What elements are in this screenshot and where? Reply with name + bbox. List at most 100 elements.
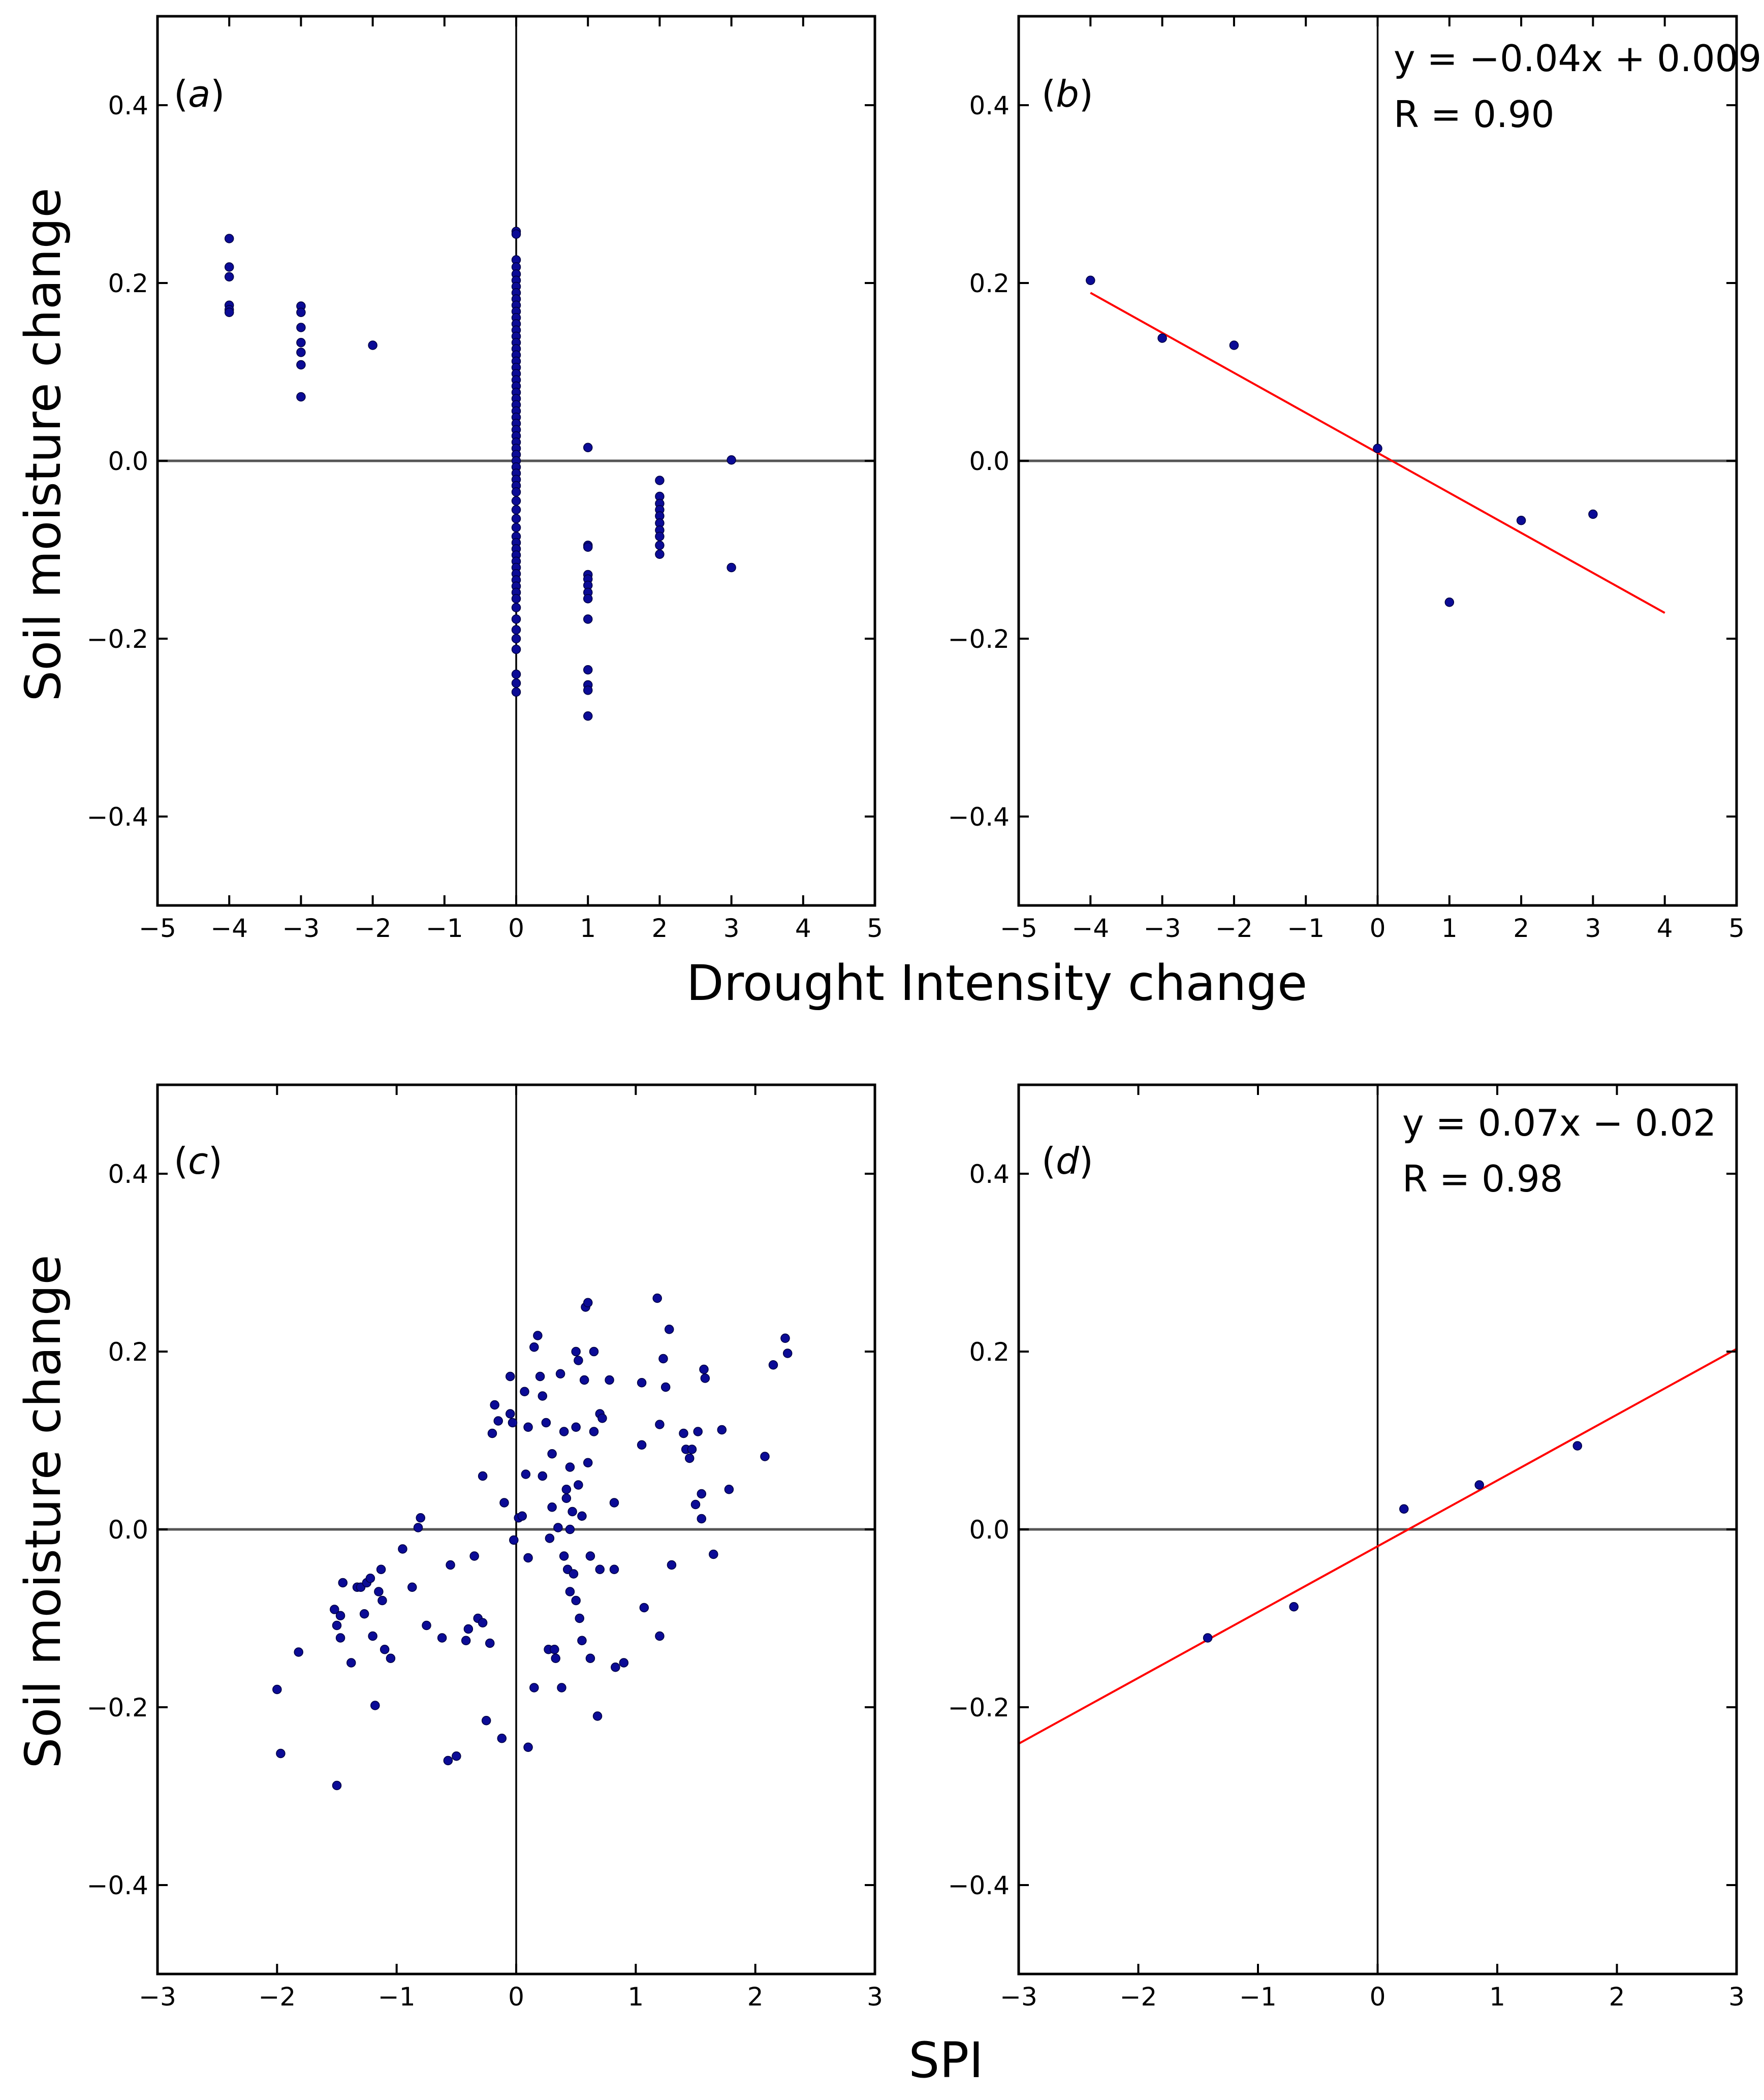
- panel-a-ticks: [156, 16, 876, 905]
- panel-a-ytick-label: 0.0: [108, 447, 148, 476]
- panel-c-point: [478, 1618, 488, 1627]
- panel-c-point: [386, 1653, 396, 1663]
- panel-c-point: [655, 1631, 665, 1641]
- panel-b-xtick-label: −1: [1287, 914, 1325, 943]
- panel-c-ytick-label: −0.4: [87, 1871, 148, 1900]
- panel-d-label: (d): [1042, 1140, 1093, 1182]
- panel-c-point: [437, 1633, 447, 1643]
- panel-c-label-letter: c: [188, 1140, 208, 1182]
- panel-b-ytick-label: 0.4: [969, 91, 1010, 120]
- panel-a-xtick-label: −3: [282, 914, 320, 943]
- panel-a-point: [511, 496, 521, 506]
- panel-c-point: [609, 1564, 619, 1574]
- panel-c-point: [559, 1427, 569, 1436]
- panel-d-frame: [1017, 1083, 1738, 1976]
- panel-c-point: [768, 1360, 778, 1370]
- panel-c-point: [335, 1633, 345, 1643]
- panel-d-point: [1289, 1602, 1299, 1612]
- panel-c-point: [499, 1498, 509, 1508]
- panel-c-point: [509, 1535, 519, 1545]
- panel-c-point: [368, 1631, 377, 1641]
- panel-a-point: [511, 487, 521, 497]
- panel-b-r-value: R = 0.90: [1394, 93, 1554, 136]
- panel-c-xtick-label: −1: [378, 1982, 416, 2012]
- panel-b-xtick-label: −2: [1215, 914, 1253, 943]
- panel-c-point: [377, 1595, 387, 1606]
- panel-a-point: [583, 542, 593, 552]
- panel-c-point: [550, 1645, 559, 1654]
- panel-c-point: [697, 1514, 707, 1524]
- panel-b-point: [1229, 340, 1239, 350]
- panel-a-point: [511, 634, 521, 644]
- panel-d-zero-lines: [1019, 1085, 1737, 1974]
- panel-b-point: [1373, 444, 1382, 453]
- panel-a-point: [511, 669, 521, 679]
- panel-c-frame: [156, 1083, 876, 1976]
- panel-c-point: [583, 1298, 593, 1307]
- panel-c-point: [568, 1507, 577, 1517]
- panel-c-point: [330, 1605, 339, 1614]
- panel-c-point: [463, 1624, 474, 1634]
- panel-a-point: [296, 307, 306, 317]
- panel-c-point: [422, 1620, 431, 1631]
- panel-c-point: [609, 1498, 619, 1508]
- panel-c-point: [478, 1471, 488, 1481]
- panel-c-point: [398, 1544, 407, 1554]
- panel-d-ytick-label: 0.0: [969, 1515, 1010, 1545]
- panel-b-xtick-label: −3: [1144, 914, 1181, 943]
- panel-c-point: [559, 1551, 569, 1561]
- panel-a-point: [511, 523, 521, 532]
- panel-b-point: [1086, 275, 1095, 285]
- panel-c-point: [574, 1480, 583, 1490]
- panel-c-point: [571, 1422, 581, 1432]
- panel-d-fit: [1018, 1347, 1737, 1745]
- panel-c-point: [660, 1382, 671, 1392]
- panel-c-xtick-label: −3: [139, 1982, 176, 2012]
- panel-c-point: [523, 1422, 533, 1432]
- panel-b-ytick-label: −0.2: [948, 624, 1010, 654]
- panel-c-point: [595, 1564, 605, 1574]
- panel-a-point: [655, 531, 665, 541]
- panel-c-ytick-label: 0.0: [108, 1515, 148, 1545]
- panel-a-xtick-label: 3: [723, 914, 740, 943]
- panel-c-points: [272, 1293, 793, 1791]
- panel-c-point: [508, 1418, 518, 1428]
- panel-a-point: [655, 549, 665, 559]
- panel-c-point: [579, 1375, 589, 1385]
- panel-a-point: [224, 307, 234, 317]
- panel-c-point: [639, 1603, 649, 1613]
- panel-c-point: [557, 1683, 566, 1692]
- panel-d-ytick-label: −0.2: [948, 1693, 1010, 1722]
- panel-d-point: [1474, 1480, 1484, 1490]
- panel-c-point: [505, 1371, 515, 1382]
- panel-c-point: [664, 1325, 674, 1334]
- panel-c-point: [533, 1331, 543, 1340]
- panel-a-frame: [156, 15, 876, 907]
- panel-a-point: [224, 262, 234, 272]
- panel-d-point: [1203, 1633, 1213, 1643]
- panel-c-ytick-label: 0.2: [108, 1337, 148, 1367]
- panel-c-xtick-label: 3: [867, 1982, 883, 2012]
- panel-c-point: [541, 1418, 551, 1428]
- panel-a-xtick-label: −5: [139, 914, 176, 943]
- panel-d-point: [1572, 1441, 1583, 1451]
- panel-a-point: [296, 392, 306, 402]
- panel-a-xtick-label: −1: [426, 914, 463, 943]
- panel-c-point: [597, 1414, 607, 1423]
- panel-d-label-letter: d: [1056, 1140, 1080, 1182]
- panel-a-point: [296, 323, 306, 332]
- panel-c-xtick-label: 2: [747, 1982, 764, 2012]
- panel-c-point: [583, 1458, 593, 1467]
- panel-c-point: [561, 1493, 572, 1503]
- panel-c-point: [605, 1375, 614, 1385]
- panel-c-point: [684, 1453, 695, 1463]
- panel-b-point: [1444, 598, 1455, 607]
- panel-b-tick-labels: −5 −4 −3 −2 −1 0 1 2 3 4 5 −0.4 −0.2 0.0 0.2 0.4: [948, 91, 1745, 943]
- panel-c-point: [272, 1684, 282, 1695]
- panel-c-point: [332, 1780, 342, 1791]
- panel-c-point: [571, 1346, 581, 1357]
- panel-c-ytick-label: −0.2: [87, 1693, 148, 1722]
- panel-d-ytick-label: 0.4: [969, 1159, 1010, 1189]
- panel-a-point: [224, 234, 234, 243]
